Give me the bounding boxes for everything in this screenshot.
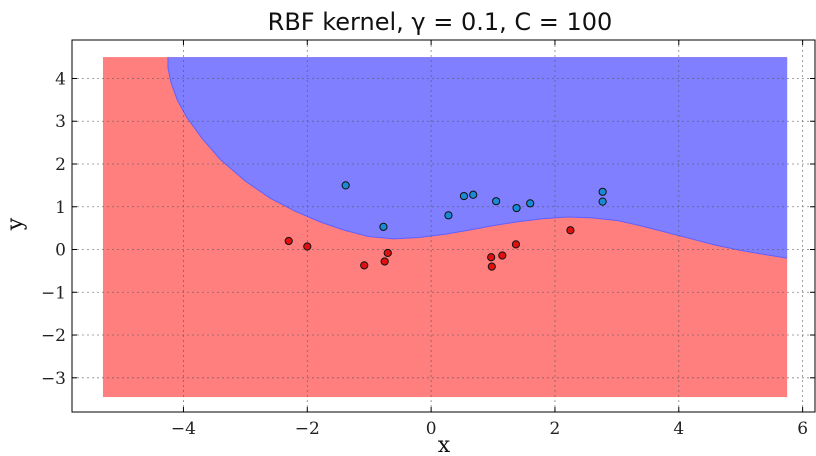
data-point-class-1 bbox=[526, 199, 535, 208]
y-tick-label: 4 bbox=[55, 69, 66, 89]
x-axis-label: x bbox=[438, 433, 451, 456]
x-tick-label: −2 bbox=[295, 419, 320, 439]
x-tick-label: 2 bbox=[550, 419, 561, 439]
y-tick-label: −1 bbox=[41, 283, 66, 303]
chart-title: RBF kernel, γ = 0.1, C = 100 bbox=[268, 8, 613, 36]
y-tick-label: 2 bbox=[55, 155, 66, 175]
x-tick-label: −4 bbox=[171, 419, 196, 439]
data-point-class-0 bbox=[383, 248, 392, 258]
data-point-class-1 bbox=[341, 181, 350, 190]
y-axis-label: y bbox=[3, 217, 28, 231]
data-point-class-0 bbox=[511, 240, 521, 249]
data-point-class-1 bbox=[598, 187, 607, 196]
grid bbox=[72, 40, 815, 412]
data-point-class-0 bbox=[498, 251, 507, 260]
y-tick-label: 0 bbox=[55, 241, 66, 261]
axes-frame bbox=[71, 39, 816, 413]
data-point-class-0 bbox=[303, 242, 312, 251]
data-point-class-1 bbox=[598, 197, 607, 206]
data-point-class-1 bbox=[492, 197, 501, 206]
y-tick-label: 1 bbox=[55, 198, 66, 218]
plot-area: −4 −2 0 2 4 6 −3 −2 −1 0 1 2 3 4 bbox=[41, 39, 816, 439]
data-point-class-1 bbox=[444, 211, 453, 220]
data-point-class-1 bbox=[469, 190, 478, 199]
y-tick-label: −3 bbox=[41, 369, 66, 389]
ticks: −4 −2 0 2 4 6 −3 −2 −1 0 1 2 3 4 bbox=[41, 40, 815, 439]
data-point-class-0 bbox=[566, 226, 575, 235]
y-tick-label: −2 bbox=[41, 326, 66, 346]
data-point-class-0 bbox=[380, 257, 389, 266]
decision-region bbox=[102, 57, 788, 398]
region-class-1 bbox=[167, 57, 788, 259]
data-point-class-0 bbox=[360, 261, 369, 270]
data-point-class-0 bbox=[284, 236, 293, 246]
x-tick-label: 4 bbox=[673, 419, 684, 439]
data-point-class-1 bbox=[459, 191, 469, 201]
data-point-class-1 bbox=[379, 222, 388, 231]
data-point-class-0 bbox=[487, 253, 496, 262]
data-point-class-0 bbox=[487, 262, 496, 271]
data-points bbox=[284, 181, 607, 271]
data-point-class-1 bbox=[512, 203, 521, 213]
x-tick-label: 0 bbox=[426, 419, 437, 439]
y-tick-label: 3 bbox=[55, 112, 66, 132]
x-tick-label: 6 bbox=[797, 419, 808, 439]
